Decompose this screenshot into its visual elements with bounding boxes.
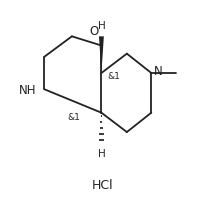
Text: N: N (154, 65, 163, 78)
Text: H: H (98, 149, 105, 159)
Text: HCl: HCl (92, 179, 113, 192)
Text: H: H (98, 21, 105, 31)
Text: O: O (90, 25, 99, 38)
Text: NH: NH (19, 83, 36, 96)
Text: &1: &1 (68, 113, 81, 122)
Text: &1: &1 (108, 71, 120, 80)
Polygon shape (99, 37, 104, 74)
